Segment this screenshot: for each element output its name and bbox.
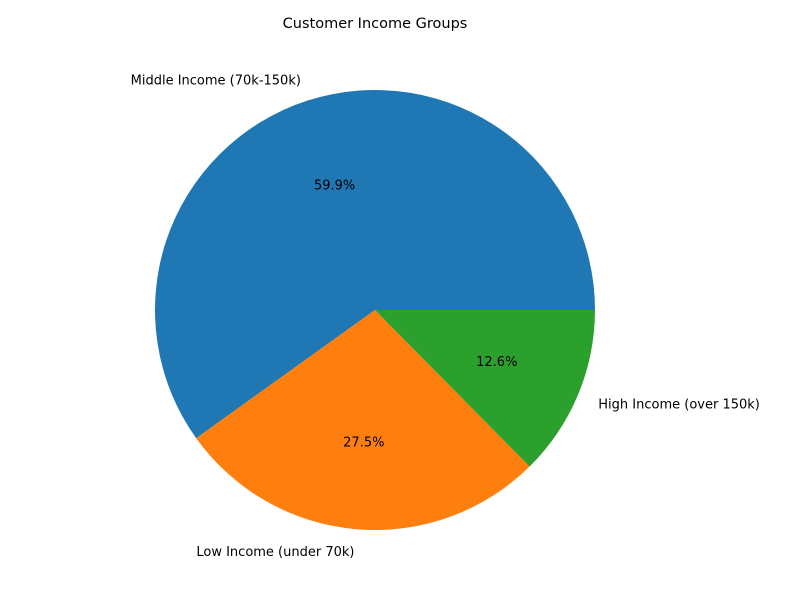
slice-category-label: Middle Income (70k-150k) <box>131 74 301 89</box>
chart-title: Customer Income Groups <box>283 16 468 32</box>
slice-percent-label: 12.6% <box>476 355 517 370</box>
slice-percent-label: 27.5% <box>343 436 384 451</box>
pie-slice-0 <box>154 89 595 439</box>
pie-slice-2 <box>375 310 595 467</box>
slice-percent-label: 59.9% <box>314 178 355 193</box>
slice-category-label: High Income (over 150k) <box>598 397 760 412</box>
pie-slices <box>154 89 595 530</box>
pie-labels: 59.9% Middle Income (70k-150k) 27.5% Low In… <box>131 74 760 561</box>
pie-slice-1 <box>196 310 530 530</box>
slice-category-label: Low Income (under 70k) <box>196 545 354 560</box>
